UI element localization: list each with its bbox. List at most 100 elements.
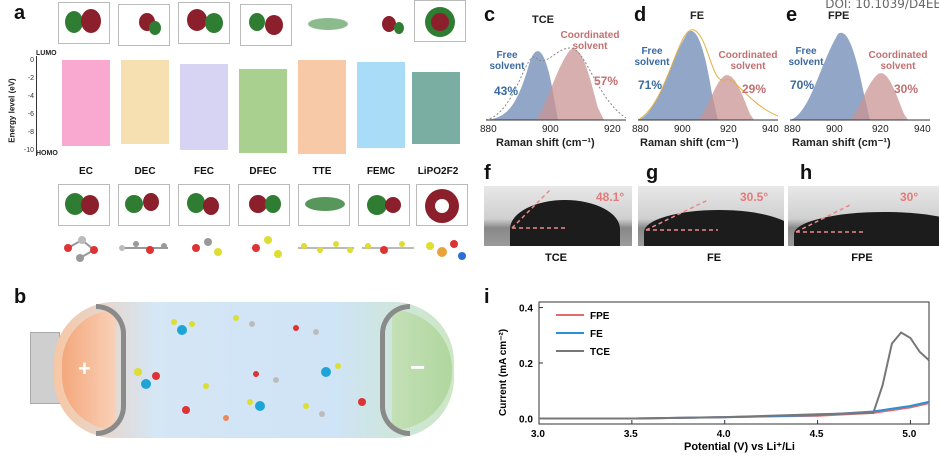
ytick: -8: [27, 129, 34, 136]
orbital-image: [58, 2, 110, 44]
atom: [321, 367, 331, 377]
atom: [317, 247, 323, 253]
atom: [273, 377, 279, 383]
doi-text: DOI: 10.1039/D4EE: [825, 0, 939, 11]
orbital-image: [58, 184, 110, 226]
y-tick-label: 0.0: [519, 414, 533, 425]
battery-schematic: + −: [30, 296, 470, 444]
ytick: -4: [27, 93, 34, 100]
panel-label-c: c: [484, 4, 496, 26]
contact-angle-photo-f: [484, 186, 632, 246]
xtick: 900: [542, 124, 559, 135]
energy-bar-tte: [298, 60, 346, 154]
homo-label: HOMO: [36, 150, 58, 157]
atom: [426, 242, 434, 250]
ytick: -10: [23, 147, 34, 154]
coordinated-solvent-peak: [850, 73, 908, 120]
raman-plot: [486, 47, 626, 121]
panel-label-h: h: [800, 162, 813, 184]
free-solvent-percent: 70%: [790, 78, 815, 92]
atom: [119, 245, 125, 251]
raman-title: FE: [690, 10, 705, 22]
molecule-name: TTE: [312, 166, 332, 177]
atom: [192, 244, 200, 252]
contact-angle-photo-h: [788, 186, 939, 246]
angle-lines: [645, 199, 718, 231]
ytick: -6: [27, 111, 34, 118]
ytick: -2: [27, 75, 34, 82]
atom: [214, 248, 222, 256]
atom: [365, 243, 371, 249]
atom: [293, 325, 299, 331]
free-solvent-percent: 71%: [638, 78, 663, 92]
fitted-curve: [486, 47, 626, 121]
atom: [64, 244, 72, 252]
panel-label-f: f: [484, 162, 491, 184]
xtick: 920: [720, 124, 737, 135]
atom: [141, 379, 151, 389]
raman-panel-d: FE Free solvent 71% Coordinated solvent …: [630, 0, 782, 150]
atom: [335, 363, 341, 369]
orbital-image: [178, 2, 230, 44]
orbital-image: [414, 0, 466, 42]
y-tick-label: 0.4: [519, 304, 533, 315]
free-solvent-label: Free solvent: [634, 46, 670, 68]
droplet: [644, 210, 784, 246]
coordinated-solvent-peak: [698, 75, 754, 120]
solvent-molecules: [134, 315, 366, 421]
lsv-chart: 3.0 3.5 4.0 4.5 5.0 0.0 0.2 0.4 FPE FE TCE Pote…: [498, 301, 930, 453]
atom: [146, 246, 154, 254]
raman-plot: [638, 29, 778, 121]
y-tick-label: 0.2: [519, 359, 533, 370]
atom: [358, 398, 366, 406]
anode-interface: [380, 304, 410, 436]
orbital-image: [240, 4, 292, 46]
x-tick-label: 3.5: [624, 429, 638, 440]
contact-angle-value: 30.5°: [740, 190, 769, 204]
lumo-orbitals: [58, 0, 468, 50]
raman-panel-e: FPE Free solvent 70% Coordinated solvent…: [782, 0, 939, 150]
legend-fe: FE: [590, 329, 603, 340]
contact-angle-photo-g: [638, 186, 784, 246]
legend-tce: TCE: [590, 347, 610, 358]
orbital-image: [362, 6, 414, 48]
atom: [319, 411, 325, 417]
panel-label-i: i: [484, 286, 490, 308]
legend-fpe: FPE: [590, 311, 610, 322]
energy-bar-dec: [121, 60, 169, 144]
free-solvent-percent: 43%: [494, 84, 519, 98]
droplet: [510, 200, 620, 246]
molecule-name: FEC: [194, 166, 214, 177]
angle-lines: [795, 203, 864, 233]
panel-label-g: g: [646, 162, 659, 184]
atom: [399, 241, 405, 247]
free-solvent-peak: [486, 51, 558, 120]
energy-bar-fec: [180, 64, 228, 150]
atom: [223, 415, 229, 421]
panel-label-b: b: [14, 286, 27, 308]
atom: [249, 321, 255, 327]
raman-title: TCE: [532, 14, 554, 26]
xtick: 900: [826, 124, 843, 135]
contact-angle-label: FPE: [851, 252, 873, 264]
molecule-name: DFEC: [249, 166, 277, 177]
xtick: 880: [480, 124, 497, 135]
energy-bar-lipo2f2: [412, 72, 460, 144]
y-axis-label: Current (mA cm⁻²): [498, 329, 509, 416]
atom: [203, 383, 209, 389]
coordinated-solvent-label: Coordinated solvent: [868, 50, 928, 72]
atom: [233, 315, 239, 321]
ytick: 0: [30, 57, 34, 64]
atom: [161, 243, 167, 249]
x-tick-label: 5.0: [902, 429, 916, 440]
raman-title: FPE: [828, 10, 850, 22]
molecule-name: EC: [79, 166, 93, 177]
xtick: 900: [674, 124, 691, 135]
orbital-image: [118, 184, 170, 226]
raman-panel-c: TCE Free solvent 43% Coordinated solvent…: [478, 0, 630, 150]
contact-angle-label: FE: [706, 252, 722, 264]
orbital-image: [358, 184, 410, 226]
atom: [347, 247, 353, 253]
atom: [252, 244, 260, 252]
angle-lines: [511, 189, 568, 229]
